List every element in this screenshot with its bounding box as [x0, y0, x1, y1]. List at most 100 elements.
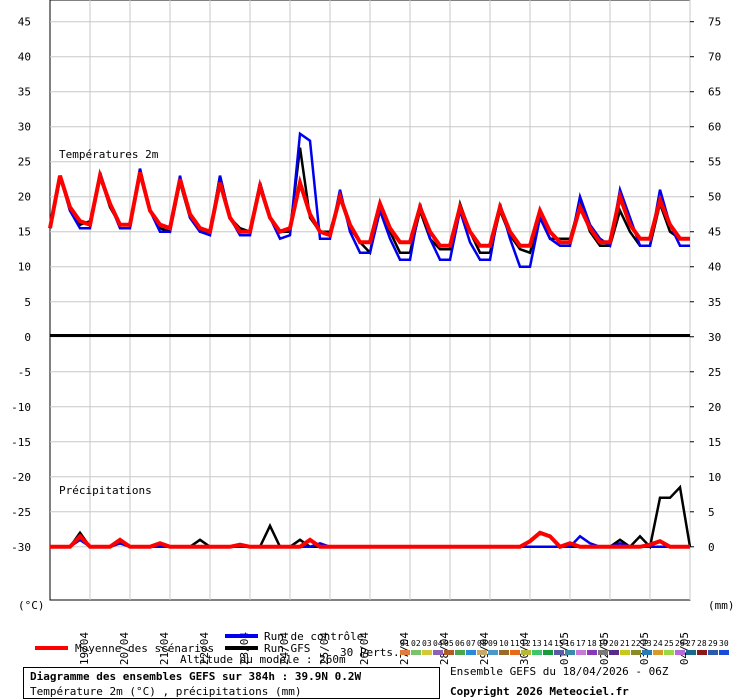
- y-tick-label: 5: [24, 296, 31, 309]
- perturbation-swatch: [708, 650, 718, 655]
- x-tick-label: 26/04: [358, 632, 371, 665]
- temp-panel-label: Températures 2m: [59, 148, 159, 161]
- perturbation-label: 10: [499, 639, 509, 648]
- x-tick-label: 20/04: [118, 632, 131, 665]
- perturbation-swatch: [466, 650, 476, 655]
- y-tick-label: -10: [11, 401, 31, 414]
- y2-tick-label: 30: [708, 331, 721, 344]
- y2-tick-label: 45: [708, 226, 721, 239]
- perturbation-label: 21: [620, 639, 630, 648]
- temperature-line: [48, 131, 690, 268]
- perturbation-swatch: [477, 650, 487, 655]
- x-tick-label: 03/05: [638, 632, 651, 665]
- x-tick-label: 25/04: [318, 632, 331, 665]
- x-tick-label: 04/05: [678, 632, 691, 665]
- series: [48, 131, 692, 550]
- perturbation-swatch: [631, 650, 641, 655]
- y2-tick-label: 65: [708, 86, 721, 99]
- perturbation-swatch: [488, 650, 498, 655]
- x-tick-label: 29/04: [478, 632, 491, 665]
- y2-tick-label: 20: [708, 401, 721, 414]
- y-tick-label: -20: [11, 471, 31, 484]
- perturbation-swatch: [620, 650, 630, 655]
- y-tick-label: -25: [11, 506, 31, 519]
- perturbation-label: 06: [455, 639, 465, 648]
- y-tick-label: 15: [18, 226, 31, 239]
- perturbation-label: 30: [719, 639, 729, 648]
- perturbation-label: 20: [609, 639, 619, 648]
- perturbation-label: 05: [444, 639, 454, 648]
- perturbation-swatch: [609, 650, 619, 655]
- perturbation-swatch: [510, 650, 520, 655]
- precipitation-line: [50, 530, 690, 550]
- legend-label: Run GFS: [264, 642, 310, 655]
- y2-tick-label: 60: [708, 121, 721, 134]
- perturbation-label: 17: [576, 639, 586, 648]
- run-info: Ensemble GEFS du 18/04/2026 - 06Z: [450, 665, 669, 678]
- perturbation-swatch: [422, 650, 432, 655]
- perturbation-swatch: [400, 650, 410, 655]
- perturbation-swatch: [411, 650, 421, 655]
- perturbation-swatch: [543, 650, 553, 655]
- perturbation-label: 29: [708, 639, 718, 648]
- perturbation-label: 13: [532, 639, 542, 648]
- y2-tick-label: 0: [708, 541, 715, 554]
- y2-tick-label: 70: [708, 51, 721, 64]
- y2-tick-label: 40: [708, 261, 721, 274]
- y-tick-label: 0: [24, 331, 31, 344]
- y-tick-label: -30: [11, 541, 31, 554]
- y2-tick-label: 55: [708, 156, 721, 169]
- x-tick-label: 30/04: [518, 632, 531, 665]
- perturbation-label: 14: [543, 639, 553, 648]
- perturbation-label: 04: [433, 639, 443, 648]
- y2-tick-label: 10: [708, 471, 721, 484]
- chart-subtitle: Température 2m (°C) , précipitations (mm…: [30, 685, 302, 698]
- x-tick-label: 21/04: [158, 632, 171, 665]
- legend-label: Run de contrôle: [264, 630, 363, 643]
- x-tick-label: 01/05: [558, 632, 571, 665]
- y-tick-label: -5: [18, 366, 31, 379]
- x-tick-label: 02/05: [598, 632, 611, 665]
- perturbation-label: 02: [411, 639, 421, 648]
- perturbation-label: 25: [664, 639, 674, 648]
- perturbation-swatch: [653, 650, 663, 655]
- y2-tick-label: 15: [708, 436, 721, 449]
- y2-tick-label: 5: [708, 506, 715, 519]
- copyright: Copyright 2026 Meteociel.fr: [450, 685, 629, 698]
- perturbation-label: 24: [653, 639, 663, 648]
- perturbation-label: 09: [488, 639, 498, 648]
- x-tick-label: 28/04: [438, 632, 451, 665]
- perturbation-label: 27: [686, 639, 696, 648]
- y-tick-label: 10: [18, 261, 31, 274]
- perturbation-label: 28: [697, 639, 707, 648]
- perturbation-label: 15: [554, 639, 564, 648]
- perturbation-swatch: [642, 650, 652, 655]
- perturbation-label: 07: [466, 639, 476, 648]
- temperature-line: [48, 168, 690, 248]
- y2-unit: (mm): [708, 599, 735, 612]
- perturbation-label: 08: [477, 639, 487, 648]
- perturbation-label: 26: [675, 639, 685, 648]
- x-tick-label: 22/04: [198, 632, 211, 665]
- title-box: [23, 667, 440, 699]
- perturbation-label: 23: [642, 639, 652, 648]
- y-tick-label: 45: [18, 16, 31, 29]
- perturbation-swatch: [532, 650, 542, 655]
- perturbation-swatch: [444, 650, 454, 655]
- x-tick-label: 27/04: [398, 632, 411, 665]
- y-unit: (°C): [18, 599, 45, 612]
- perturbation-swatch: [598, 650, 608, 655]
- y2-tick-label: 50: [708, 191, 721, 204]
- legend-label: Moyenne des scénarios: [75, 642, 214, 655]
- perturbation-label: 12: [521, 639, 531, 648]
- perturbation-swatch: [455, 650, 465, 655]
- y2-tick-label: 35: [708, 296, 721, 309]
- x-tick-label: 19/04: [78, 632, 91, 665]
- perturbation-label: 01: [400, 639, 410, 648]
- perturbation-label: 11: [510, 639, 520, 648]
- y2-tick-label: 25: [708, 366, 721, 379]
- perturbation-swatch: [499, 650, 509, 655]
- perturbation-swatch: [433, 650, 443, 655]
- perturbation-swatch: [675, 650, 685, 655]
